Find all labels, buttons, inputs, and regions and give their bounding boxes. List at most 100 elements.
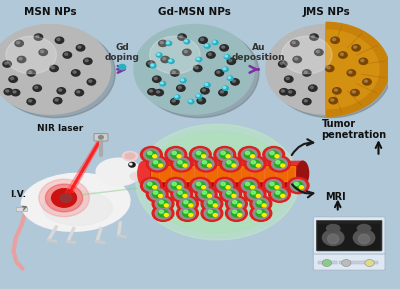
FancyBboxPatch shape (16, 208, 28, 212)
Circle shape (223, 68, 226, 70)
Circle shape (280, 89, 288, 95)
Circle shape (184, 39, 190, 44)
Circle shape (129, 162, 135, 167)
Circle shape (224, 55, 230, 59)
Circle shape (232, 210, 241, 217)
Circle shape (326, 65, 334, 72)
Circle shape (33, 85, 42, 91)
Circle shape (217, 180, 232, 191)
Circle shape (256, 164, 260, 167)
Circle shape (9, 76, 17, 82)
Circle shape (172, 151, 176, 155)
Circle shape (213, 204, 217, 207)
Circle shape (190, 177, 211, 194)
Circle shape (220, 186, 242, 202)
Circle shape (146, 186, 168, 202)
Circle shape (253, 208, 269, 219)
Circle shape (28, 71, 32, 73)
Circle shape (197, 95, 199, 97)
Bar (318, 224, 348, 249)
Circle shape (266, 149, 282, 160)
Circle shape (212, 40, 218, 45)
Circle shape (160, 82, 163, 84)
Circle shape (270, 28, 391, 118)
Circle shape (50, 65, 58, 72)
Circle shape (219, 90, 227, 96)
Bar (329, 261, 337, 264)
Circle shape (352, 45, 360, 51)
Circle shape (352, 91, 356, 93)
Circle shape (250, 205, 272, 221)
Circle shape (178, 34, 186, 40)
Circle shape (119, 64, 126, 70)
Bar (151, 166, 295, 181)
Circle shape (311, 35, 314, 38)
Circle shape (233, 201, 237, 204)
Circle shape (227, 191, 231, 194)
Circle shape (160, 41, 163, 44)
Circle shape (202, 191, 207, 194)
Text: JMS NPs: JMS NPs (302, 7, 350, 17)
Circle shape (54, 98, 62, 104)
Circle shape (60, 194, 72, 202)
Circle shape (247, 158, 263, 170)
Circle shape (217, 71, 220, 73)
Circle shape (152, 76, 161, 82)
Circle shape (204, 208, 220, 219)
Circle shape (225, 55, 228, 57)
Circle shape (241, 149, 257, 160)
Circle shape (185, 40, 187, 42)
Circle shape (204, 44, 210, 48)
Circle shape (65, 53, 68, 55)
Circle shape (134, 25, 254, 114)
Text: MRI: MRI (325, 192, 346, 201)
Circle shape (178, 191, 182, 194)
Circle shape (171, 70, 179, 76)
Circle shape (180, 208, 195, 219)
Circle shape (310, 86, 313, 89)
Circle shape (146, 61, 155, 67)
Circle shape (154, 161, 158, 164)
Circle shape (331, 99, 334, 101)
Circle shape (189, 214, 193, 216)
Circle shape (266, 180, 282, 191)
Circle shape (156, 91, 160, 93)
Circle shape (177, 205, 198, 221)
Circle shape (0, 25, 111, 114)
Circle shape (304, 100, 307, 102)
Circle shape (316, 50, 320, 53)
Circle shape (228, 208, 244, 219)
Circle shape (161, 56, 170, 63)
Circle shape (270, 151, 274, 155)
Circle shape (172, 71, 175, 73)
Circle shape (222, 46, 225, 48)
Ellipse shape (358, 234, 370, 244)
Circle shape (76, 45, 85, 51)
Circle shape (290, 180, 306, 191)
Circle shape (303, 99, 311, 105)
Circle shape (39, 179, 89, 217)
Circle shape (99, 136, 103, 139)
Circle shape (57, 88, 66, 94)
Ellipse shape (326, 225, 340, 232)
Circle shape (16, 41, 20, 44)
Circle shape (288, 91, 292, 93)
Circle shape (214, 177, 236, 194)
Circle shape (158, 40, 167, 47)
Ellipse shape (130, 172, 146, 180)
Circle shape (151, 64, 154, 66)
Circle shape (0, 28, 115, 118)
Circle shape (250, 155, 254, 158)
Circle shape (290, 40, 299, 47)
Ellipse shape (138, 161, 150, 186)
Circle shape (17, 56, 26, 63)
Circle shape (155, 208, 171, 219)
Circle shape (55, 37, 64, 43)
Circle shape (177, 160, 186, 167)
Circle shape (294, 58, 298, 60)
Circle shape (204, 83, 210, 87)
Ellipse shape (96, 158, 141, 186)
Circle shape (309, 85, 317, 91)
Circle shape (315, 49, 323, 55)
Circle shape (228, 198, 244, 210)
